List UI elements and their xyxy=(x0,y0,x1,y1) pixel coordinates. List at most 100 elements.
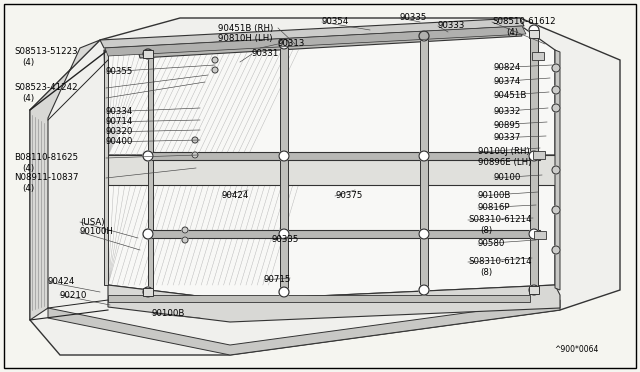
Circle shape xyxy=(143,151,153,161)
Circle shape xyxy=(143,49,153,59)
Circle shape xyxy=(143,229,153,239)
Circle shape xyxy=(419,151,429,161)
Text: 90424: 90424 xyxy=(48,278,76,286)
Bar xyxy=(143,288,153,296)
Polygon shape xyxy=(108,285,560,322)
Text: 90333: 90333 xyxy=(438,22,465,31)
Text: S08310-61214: S08310-61214 xyxy=(468,257,532,266)
Circle shape xyxy=(182,237,188,243)
Circle shape xyxy=(552,166,560,174)
Circle shape xyxy=(529,285,539,295)
Bar xyxy=(533,151,545,159)
Circle shape xyxy=(143,287,153,297)
Circle shape xyxy=(419,229,429,239)
Text: (4): (4) xyxy=(22,93,34,103)
Circle shape xyxy=(192,152,198,158)
Text: S08523-41242: S08523-41242 xyxy=(14,83,77,93)
Text: 90100: 90100 xyxy=(494,173,522,183)
Circle shape xyxy=(529,229,539,239)
Circle shape xyxy=(212,57,218,63)
Polygon shape xyxy=(30,40,100,320)
Circle shape xyxy=(552,246,560,254)
Text: (USA): (USA) xyxy=(80,218,104,227)
Text: 90100B: 90100B xyxy=(152,310,186,318)
Text: 90320: 90320 xyxy=(106,128,133,137)
Polygon shape xyxy=(530,28,538,288)
Bar xyxy=(143,50,153,58)
Bar xyxy=(532,52,544,60)
Text: S08510-61612: S08510-61612 xyxy=(492,17,556,26)
Text: (4): (4) xyxy=(22,58,34,67)
Text: (4): (4) xyxy=(22,164,34,173)
Circle shape xyxy=(192,137,198,143)
Polygon shape xyxy=(104,50,108,285)
Text: 90335: 90335 xyxy=(272,235,300,244)
Polygon shape xyxy=(138,28,522,58)
Text: 90451B (RH): 90451B (RH) xyxy=(218,23,273,32)
Text: 90715: 90715 xyxy=(264,276,291,285)
Circle shape xyxy=(212,67,218,73)
Polygon shape xyxy=(280,40,288,290)
Text: S08513-51223: S08513-51223 xyxy=(14,48,77,57)
Circle shape xyxy=(182,227,188,233)
Text: 90714: 90714 xyxy=(106,118,133,126)
Text: 90355: 90355 xyxy=(106,67,133,77)
Polygon shape xyxy=(555,50,560,290)
Polygon shape xyxy=(108,295,530,302)
Text: 90313: 90313 xyxy=(278,39,305,48)
Text: 90824: 90824 xyxy=(494,64,522,73)
Text: 90374: 90374 xyxy=(494,77,522,87)
Text: 90354: 90354 xyxy=(322,17,349,26)
Polygon shape xyxy=(105,26,526,56)
Circle shape xyxy=(552,64,560,72)
Circle shape xyxy=(529,25,539,35)
Circle shape xyxy=(552,104,560,112)
Polygon shape xyxy=(48,300,560,355)
Text: 90100J (RH): 90100J (RH) xyxy=(478,148,530,157)
Circle shape xyxy=(529,151,539,161)
Text: 90896E (LH): 90896E (LH) xyxy=(478,158,531,167)
Text: ^900*0064: ^900*0064 xyxy=(554,346,598,355)
Text: 90424: 90424 xyxy=(222,192,250,201)
Polygon shape xyxy=(104,28,555,155)
Bar xyxy=(529,286,539,294)
Circle shape xyxy=(419,31,429,41)
Bar xyxy=(529,30,539,38)
Text: (4): (4) xyxy=(506,28,518,36)
Circle shape xyxy=(279,229,289,239)
Text: 90895: 90895 xyxy=(494,121,521,129)
Text: 90400: 90400 xyxy=(106,138,133,147)
Text: 90332: 90332 xyxy=(494,108,522,116)
Text: 90451B: 90451B xyxy=(494,92,527,100)
Circle shape xyxy=(419,285,429,295)
Polygon shape xyxy=(148,152,540,160)
Circle shape xyxy=(552,86,560,94)
Text: 90337: 90337 xyxy=(494,134,522,142)
Polygon shape xyxy=(30,18,620,355)
Text: 90816P: 90816P xyxy=(478,203,511,212)
Polygon shape xyxy=(420,32,428,288)
Circle shape xyxy=(552,206,560,214)
Text: 90580: 90580 xyxy=(478,240,506,248)
Circle shape xyxy=(279,39,289,49)
Text: (8): (8) xyxy=(480,267,492,276)
Text: 90375: 90375 xyxy=(335,192,362,201)
Text: 90210: 90210 xyxy=(60,291,88,299)
Text: N08911-10837: N08911-10837 xyxy=(14,173,79,183)
Text: S08310-61214: S08310-61214 xyxy=(468,215,532,224)
Polygon shape xyxy=(108,185,555,300)
Text: 90100B: 90100B xyxy=(478,192,511,201)
Text: B08110-81625: B08110-81625 xyxy=(14,154,78,163)
Polygon shape xyxy=(148,50,153,295)
Text: 90100H: 90100H xyxy=(80,228,114,237)
Text: 90810H (LH): 90810H (LH) xyxy=(218,33,273,42)
Text: 90334: 90334 xyxy=(106,108,133,116)
Bar xyxy=(534,231,546,239)
Polygon shape xyxy=(100,18,524,48)
Text: (8): (8) xyxy=(480,225,492,234)
Text: 90331: 90331 xyxy=(252,49,280,58)
Text: (4): (4) xyxy=(22,183,34,192)
Polygon shape xyxy=(108,155,555,185)
Circle shape xyxy=(279,151,289,161)
Polygon shape xyxy=(148,230,540,238)
